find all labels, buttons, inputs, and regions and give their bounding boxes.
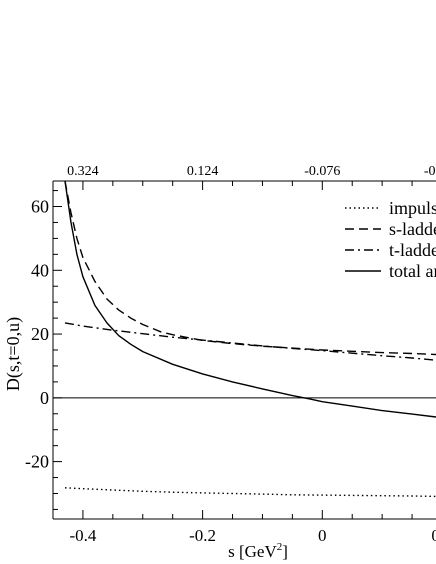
x-axis-label: s [GeV2] (228, 541, 288, 561)
x-axis-label-superscript: 2 (277, 541, 283, 553)
x-tick-label: -0.2 (189, 526, 216, 545)
legend-label: total amplitude (389, 261, 436, 281)
top-tick-label: -0.276 (424, 164, 436, 179)
axis-ticks: -0.4 -0.2 0 0.2 0.324 0.124 -0.076 -0.276 -20 0 20… (25, 164, 436, 545)
legend-label: impulse (389, 198, 436, 218)
x-tick-label: -0.4 (69, 526, 96, 545)
x-tick-label: 0.2 (431, 526, 436, 545)
legend-label: s-ladder (389, 219, 436, 239)
y-tick-label: 60 (31, 197, 49, 217)
top-tick-label: 0.324 (67, 164, 99, 179)
y-tick-label: -20 (25, 452, 49, 472)
y-tick-label: 20 (31, 324, 49, 344)
y-axis-label: D(s,t=0,u) (3, 317, 24, 391)
y-tick-label: 40 (31, 260, 49, 280)
legend: impulses-laddert-laddertotal amplitude (345, 198, 436, 281)
axis-labels: s [GeV2] D(s,t=0,u) (3, 317, 288, 561)
series-group (64, 181, 436, 498)
legend-label: t-ladder (389, 240, 436, 260)
series-line-s-ladder (64, 181, 436, 356)
top-tick-label: -0.076 (304, 164, 340, 179)
y-tick-label: 0 (40, 388, 49, 408)
top-tick-label: 0.124 (187, 164, 219, 179)
series-line-total-amplitude (64, 181, 436, 418)
x-tick-label: 0 (318, 526, 327, 545)
